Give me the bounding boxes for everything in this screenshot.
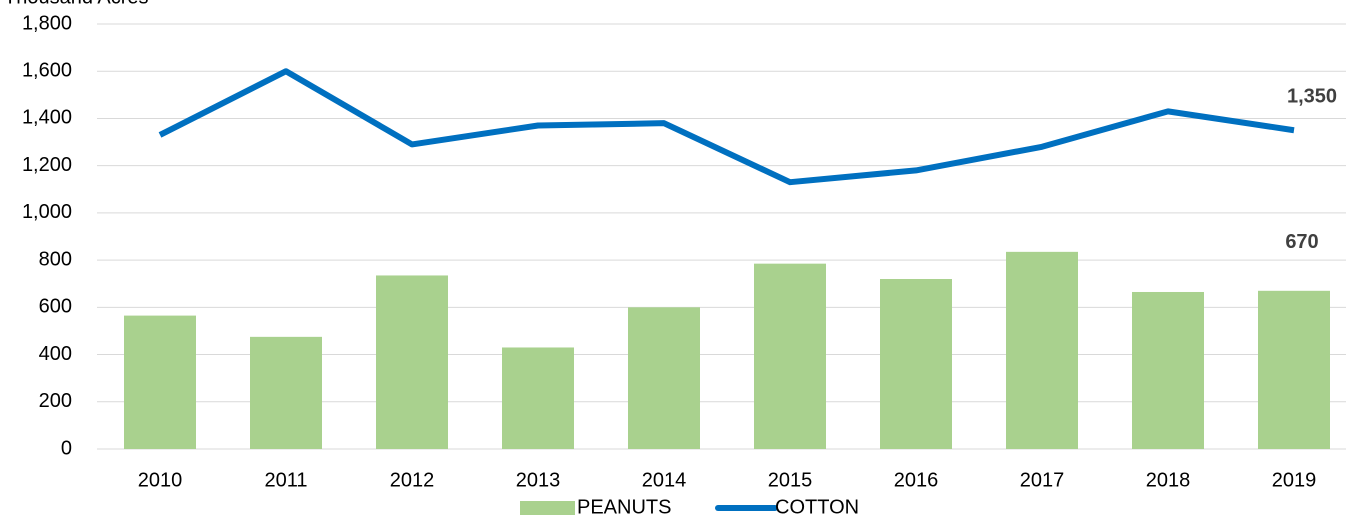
y-tick-label: 1,200 [22, 154, 72, 176]
bar [754, 263, 826, 449]
y-tick-label: 200 [39, 390, 72, 412]
y-tick-label: 1,600 [22, 60, 72, 82]
data-label: 670 [1285, 231, 1318, 253]
x-tick-label: 2015 [768, 469, 813, 491]
y-tick-label: 1,000 [22, 201, 72, 223]
bar [376, 275, 448, 449]
y-tick-label: 0 [61, 437, 72, 459]
x-tick-label: 2017 [1020, 469, 1065, 491]
data-label: 1,350 [1287, 86, 1337, 108]
legend-label: COTTON [775, 496, 859, 517]
bar [1132, 291, 1204, 449]
bar [250, 336, 322, 449]
legend-label: PEANUTS [577, 496, 671, 517]
y-tick-label: 800 [39, 248, 72, 270]
bar [880, 279, 952, 449]
x-tick-label: 2018 [1146, 469, 1191, 491]
y-tick-label: 600 [39, 296, 72, 318]
y-tick-label: 1,800 [22, 12, 72, 34]
x-tick-label: 2016 [894, 469, 939, 491]
bar [1006, 251, 1078, 449]
bar [1258, 290, 1330, 449]
x-tick-label: 2011 [264, 469, 307, 491]
line [158, 68, 1295, 186]
y-tick-label: 400 [39, 343, 72, 365]
legend-swatch [520, 501, 575, 515]
x-tick-label: 2010 [138, 469, 183, 491]
bar [124, 315, 196, 449]
x-tick-label: 2019 [1272, 469, 1317, 491]
y-tick-label: 1,400 [22, 107, 72, 129]
x-tick-label: 2013 [516, 469, 561, 491]
x-tick-label: 2014 [642, 469, 687, 491]
bar [628, 307, 700, 449]
x-tick-label: 2012 [390, 469, 435, 491]
y-axis-label: Thousand Acres [4, 0, 149, 8]
bar [502, 347, 574, 449]
